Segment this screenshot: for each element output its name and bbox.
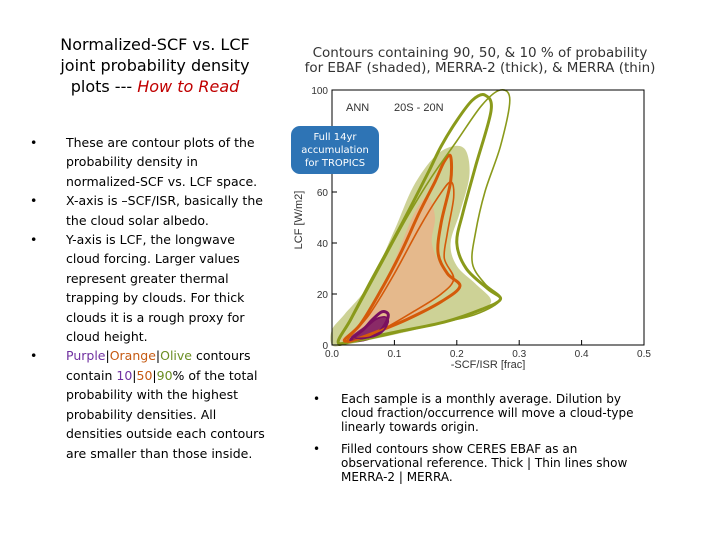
bullet-monthly-average: • Each sample is a monthly average. Dilut… [313, 392, 653, 434]
separator: | [155, 348, 161, 364]
x-tick-label: 0.1 [387, 349, 401, 360]
bullet-y-axis: • Y-axis is LCF, the longwave cloud forci… [30, 230, 270, 346]
separator: | [105, 348, 110, 364]
title-line-3: plots --- How to Read [40, 76, 270, 97]
merra-2-90-contour [336, 93, 503, 346]
chart-title-line-2: for EBAF (shaded), MERRA-2 (thick), & ME… [304, 60, 656, 76]
bullet-dot: • [30, 193, 38, 209]
title-line-1: Normalized-SCF vs. LCF [60, 35, 250, 54]
callout-line-3: for TROPICS [304, 157, 366, 169]
y-axis-label: LCF [W/m2] [293, 191, 305, 250]
y-tick-label: 20 [317, 290, 329, 301]
bullet-y-axis-text: Y-axis is LCF, the longwave cloud forcin… [66, 232, 245, 345]
x-tick-label: 0.2 [450, 349, 464, 360]
merra-90-contour [337, 89, 511, 346]
x-axis-label: -SCF/ISR [frac] [451, 359, 526, 370]
percent-50: 50 [136, 367, 153, 383]
y-tick-label: 100 [311, 86, 328, 97]
bullet-dot: • [313, 392, 321, 406]
x-tick-label: 0.0 [325, 349, 339, 360]
bullet-filled-contours: • Filled contours show CERES EBAF as an o… [313, 442, 653, 484]
bullet-dot: • [30, 232, 38, 248]
bullet-colors-text-2: % of the total probability with the high… [66, 367, 265, 461]
separator: | [152, 367, 157, 383]
line-contours [336, 89, 511, 346]
merra-2-50-contour [342, 153, 462, 343]
title-line-2: joint probability density [60, 56, 250, 75]
olive-label: Olive [160, 348, 192, 364]
x-tick-label: 0.4 [575, 349, 589, 360]
x-tick-label: 0.5 [637, 349, 651, 360]
bullet-contour-plots-text: These are contour plots of the probabili… [66, 135, 258, 189]
bullet-monthly-average-text: Each sample is a monthly average. Diluti… [341, 392, 634, 434]
bullet-dot: • [313, 442, 321, 456]
chart-title-line-1: Contours containing 90, 50, & 10 % of pr… [312, 45, 648, 61]
bullet-x-axis: • X-axis is –SCF/ISR, basically the the c… [30, 191, 270, 230]
bullet-filled-contours-text: Filled contours show CERES EBAF as an ob… [341, 442, 628, 484]
y-tick-label: 60 [317, 188, 329, 199]
plot-frame [331, 89, 645, 346]
x-tick-label: 0.3 [512, 349, 526, 360]
accumulation-callout: Full 14yr accumulation for TROPICS [291, 126, 379, 174]
percent-90: 90 [156, 367, 173, 383]
chart-title: Contours containing 90, 50, & 10 % of pr… [300, 46, 660, 76]
y-tick-label: 40 [317, 239, 329, 250]
callout-line-2: accumulation [301, 144, 369, 156]
bullet-dot: • [30, 348, 38, 364]
slide-title: Normalized-SCF vs. LCF joint probability… [40, 34, 270, 97]
orange-label: Orange [109, 348, 156, 364]
right-bullet-list: • Each sample is a monthly average. Dilut… [313, 392, 653, 492]
merra-50-contour [346, 181, 455, 343]
bullet-colors-text-1: contours contain [66, 348, 251, 383]
left-bullet-list: • These are contour plots of the probabil… [30, 133, 270, 463]
bullet-colors: • Purple|Orange|Olive contours contain 10… [30, 346, 270, 462]
separator: | [132, 367, 137, 383]
purple-label: Purple [66, 348, 106, 364]
season-label: ANN [346, 102, 369, 114]
bullet-dot: • [30, 135, 38, 150]
contour-plot: 0.00.10.20.30.40.5020406080100 ANN 20S -… [293, 86, 651, 370]
y-tick-label: 0 [322, 341, 328, 352]
how-to-read-highlight: How to Read [137, 77, 240, 96]
bullet-contour-plots: • These are contour plots of the probabil… [30, 133, 270, 191]
region-label: 20S - 20N [394, 102, 444, 114]
merra-10-contour [353, 316, 390, 340]
callout-line-1: Full 14yr [313, 131, 357, 143]
percent-10: 10 [116, 367, 133, 383]
bullet-x-axis-text: X-axis is –SCF/ISR, basically the the cl… [66, 193, 263, 228]
title-line-3-prefix: plots --- [70, 77, 138, 96]
